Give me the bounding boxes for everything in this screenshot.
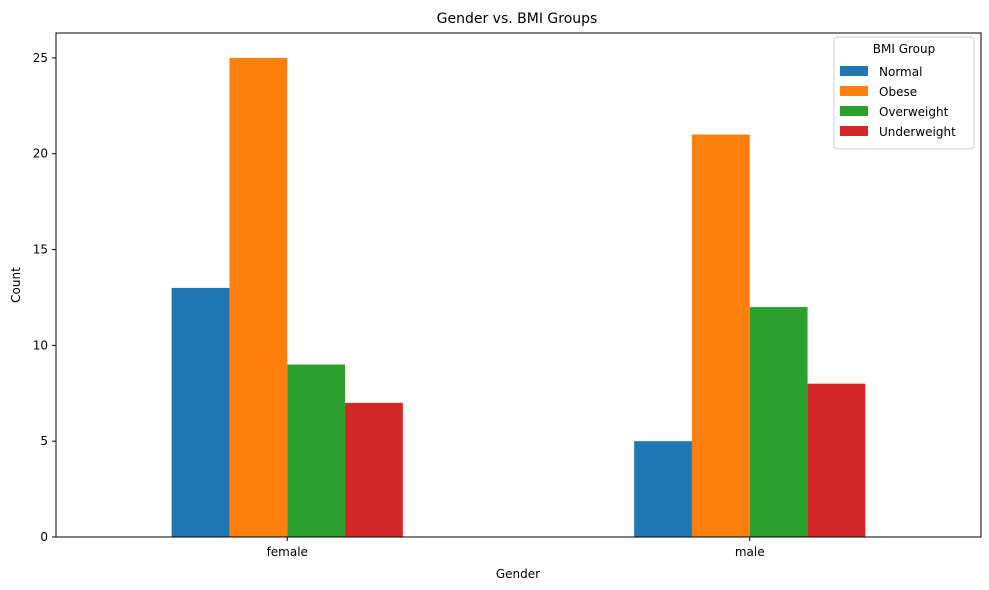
y-axis-label: Count: [9, 267, 23, 303]
x-tick-label-female: female: [267, 545, 308, 559]
bar-female-obese: [229, 57, 288, 537]
x-tick-label-male: male: [735, 545, 765, 559]
legend-label-overweight: Overweight: [879, 105, 949, 119]
bars-group: [171, 57, 866, 537]
legend-swatch-normal: [840, 66, 868, 76]
legend-label-obese: Obese: [879, 85, 917, 99]
bar-female-normal: [171, 287, 230, 537]
legend-swatch-underweight: [840, 126, 868, 136]
legend-items: Normal Obese Overweight Underweight: [840, 65, 956, 139]
y-tick-label: 15: [33, 243, 48, 257]
bar-female-underweight: [345, 402, 403, 537]
bar-male-obese: [691, 134, 750, 537]
legend-swatch-overweight: [840, 106, 868, 116]
y-tick-label: 0: [40, 530, 48, 544]
legend: BMI Group Normal Obese Overweight Underweig…: [833, 36, 975, 150]
x-axis-label: Gender: [496, 567, 540, 581]
bar-male-overweight: [749, 307, 808, 537]
y-tick-label: 25: [33, 51, 48, 65]
y-axis-ticks: 0 5 10 15 20 25: [33, 51, 56, 544]
bar-male-underweight: [807, 383, 866, 537]
legend-label-normal: Normal: [879, 65, 922, 79]
legend-label-underweight: Underweight: [879, 125, 956, 139]
legend-swatch-obese: [840, 86, 868, 96]
y-tick-label: 5: [40, 434, 48, 448]
bar-female-overweight: [287, 364, 346, 537]
bar-male-normal: [634, 441, 692, 537]
legend-box: [833, 36, 975, 150]
y-tick-label: 20: [33, 147, 48, 161]
y-tick-label: 10: [33, 338, 48, 352]
plot-frame: [55, 32, 982, 538]
chart-title: Gender vs. BMI Groups: [437, 11, 598, 27]
x-axis-ticks: female male: [267, 537, 765, 559]
legend-title: BMI Group: [873, 42, 935, 56]
